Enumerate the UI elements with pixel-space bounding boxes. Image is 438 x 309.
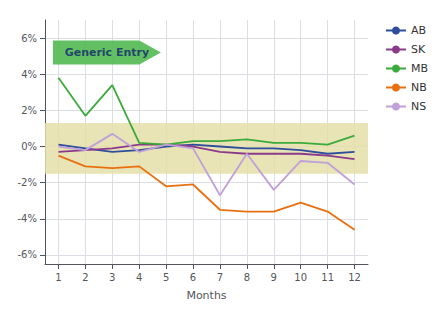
svg-text:10: 10 [294, 272, 307, 283]
svg-text:4%: 4% [21, 69, 37, 80]
svg-text:NS: NS [411, 100, 426, 113]
svg-text:NB: NB [411, 81, 427, 94]
svg-text:0%: 0% [21, 141, 37, 152]
svg-text:-6%: -6% [18, 249, 37, 260]
svg-text:5: 5 [163, 272, 169, 283]
svg-text:-4%: -4% [18, 213, 37, 224]
svg-text:7: 7 [217, 272, 223, 283]
svg-text:6%: 6% [21, 33, 37, 44]
svg-text:SK: SK [411, 43, 426, 56]
svg-text:8: 8 [244, 272, 250, 283]
svg-text:2: 2 [82, 272, 88, 283]
svg-text:1: 1 [55, 272, 61, 283]
svg-text:MB: MB [411, 62, 428, 75]
svg-text:Generic Entry: Generic Entry [65, 46, 150, 59]
svg-text:2%: 2% [21, 105, 37, 116]
svg-text:11: 11 [321, 272, 334, 283]
svg-text:12: 12 [348, 272, 361, 283]
svg-text:Months: Months [186, 289, 226, 302]
svg-text:9: 9 [271, 272, 277, 283]
svg-text:4: 4 [136, 272, 142, 283]
svg-text:AB: AB [411, 24, 426, 37]
svg-text:6: 6 [190, 272, 196, 283]
svg-text:-2%: -2% [18, 177, 37, 188]
svg-text:3: 3 [109, 272, 115, 283]
